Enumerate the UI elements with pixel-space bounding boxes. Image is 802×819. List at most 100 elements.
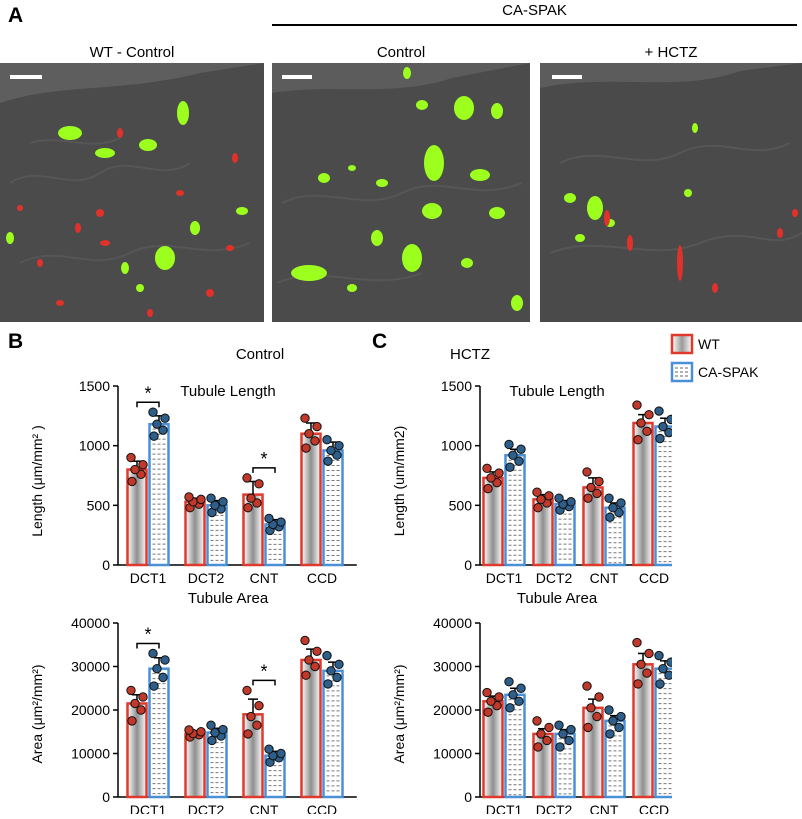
legend-item-ca-spak: CA-SPAK <box>670 361 759 383</box>
point-ca-spak-dct1-1 <box>514 696 524 707</box>
point-ca-spak-ccd-4 <box>654 406 664 416</box>
point-wt-cnt-2 <box>586 703 596 713</box>
point-ca-spak-ccd-2 <box>326 666 336 676</box>
panel-a-label: A <box>8 4 24 27</box>
point-ca-spak-ccd-3 <box>666 657 676 667</box>
significance-star: * <box>260 449 267 469</box>
point-ca-spak-dct1-3 <box>516 444 526 454</box>
point-wt-cnt-1 <box>252 720 262 730</box>
point-ca-spak-dct1-0 <box>149 681 159 691</box>
chart-c-area-svg: Tubule Area Area (μm²/mm²) 0 10000 20000 3000… <box>391 590 684 818</box>
y-tick-label-0: 0 <box>464 789 472 805</box>
point-ca-spak-cnt-4 <box>264 744 274 754</box>
y-tick-label-30000: 30000 <box>433 659 472 675</box>
point-ca-spak-ccd-0 <box>655 433 665 444</box>
point-ca-spak-ccd-4 <box>654 650 664 661</box>
point-wt-dct2-4 <box>532 716 542 726</box>
point-wt-ccd-3 <box>312 646 322 656</box>
scale-bar <box>552 75 582 79</box>
point-wt-ccd-0 <box>633 679 643 689</box>
point-wt-dct2-3 <box>544 491 554 501</box>
point-ca-spak-dct1-1 <box>158 672 168 683</box>
point-wt-dct1-0 <box>483 707 493 717</box>
y-axis-label: Length (um/mm2) <box>391 426 407 536</box>
point-ca-spak-dct1-4 <box>148 407 158 417</box>
point-ca-spak-dct1-4 <box>504 439 514 450</box>
point-wt-cnt-4 <box>242 685 252 696</box>
bar-hatch-ca-spak-dct1 <box>508 459 522 561</box>
point-wt-cnt-2 <box>586 482 596 493</box>
scale-bar <box>10 75 42 79</box>
point-wt-dct1-2 <box>486 473 496 483</box>
panel-b-label: B <box>8 330 24 353</box>
x-tick-label-dct2: DCT2 <box>536 802 573 814</box>
point-wt-dct2-4 <box>184 492 194 502</box>
bar-wt-ccd <box>632 421 654 567</box>
y-tick-label-1000: 1000 <box>441 438 472 454</box>
point-ca-spak-cnt-1 <box>614 507 624 518</box>
point-wt-ccd-2 <box>304 655 314 665</box>
point-ca-spak-dct1-2 <box>508 450 518 460</box>
point-ca-spak-dct2-3 <box>218 497 228 507</box>
point-ca-spak-dct1-3 <box>160 413 170 423</box>
point-wt-ccd-4 <box>632 400 642 410</box>
legend: WT CA-SPAK <box>670 333 800 389</box>
point-ca-spak-ccd-1 <box>332 450 342 460</box>
point-wt-dct1-2 <box>486 696 496 707</box>
significance-bracket <box>136 401 160 408</box>
point-ca-spak-dct2-4 <box>554 720 564 730</box>
legend-swatch-wt <box>670 333 694 355</box>
capsule-region <box>272 63 530 93</box>
point-wt-dct1-3 <box>138 460 148 470</box>
green-tubules <box>6 101 248 292</box>
red-tubules <box>17 128 238 317</box>
red-tubules <box>604 209 798 293</box>
legend-swatch-ca-spak-hatch <box>675 367 689 377</box>
point-ca-spak-cnt-2 <box>608 503 618 513</box>
point-ca-spak-cnt-3 <box>276 748 286 759</box>
point-ca-spak-dct1-2 <box>152 419 162 429</box>
point-ca-spak-dct2-2 <box>210 727 220 738</box>
point-wt-dct1-2 <box>130 464 140 475</box>
point-wt-dct1-3 <box>138 692 148 702</box>
image-title-spak-control: Control <box>376 44 426 61</box>
point-wt-cnt-4 <box>582 467 592 477</box>
point-wt-cnt-3 <box>594 476 604 487</box>
point-ca-spak-cnt-4 <box>264 513 274 524</box>
point-wt-dct1-4 <box>126 452 136 463</box>
point-ca-spak-ccd-2 <box>658 663 668 674</box>
y-tick-label-20000: 20000 <box>433 702 472 718</box>
y-tick-label-500: 500 <box>449 497 473 513</box>
point-ca-spak-ccd-0 <box>323 679 333 689</box>
point-wt-ccd-3 <box>644 648 654 659</box>
y-tick-label-0: 0 <box>102 557 110 573</box>
point-wt-ccd-1 <box>642 426 652 437</box>
point-wt-ccd-3 <box>312 421 322 432</box>
legend-svg: WT CA-SPAK <box>670 333 759 383</box>
x-tick-label-dct2: DCT2 <box>188 570 225 584</box>
chart-b-length: Tubule Length Length (μm/mm² ) 0 500 1000 150… <box>0 366 372 586</box>
point-ca-spak-dct2-1 <box>564 735 574 746</box>
point-ca-spak-ccd-1 <box>332 672 342 683</box>
micrograph-spak-hctz-svg <box>540 63 802 322</box>
point-wt-cnt-0 <box>243 503 253 513</box>
point-wt-cnt-1 <box>592 488 602 499</box>
point-wt-cnt-3 <box>254 700 264 711</box>
y-tick-label-10000: 10000 <box>433 746 472 762</box>
significance-star: * <box>260 661 267 681</box>
point-ca-spak-dct2-3 <box>218 724 228 735</box>
point-ca-spak-cnt-0 <box>605 512 615 522</box>
x-tick-label-dct2: DCT2 <box>188 802 225 814</box>
point-wt-dct2-4 <box>184 725 194 735</box>
point-ca-spak-dct1-4 <box>504 677 514 687</box>
point-ca-spak-ccd-3 <box>334 659 344 670</box>
point-wt-ccd-2 <box>304 429 314 439</box>
bar-ca-spak-ccd <box>322 669 344 799</box>
x-tick-label-cnt: CNT <box>250 570 279 584</box>
tissue-background <box>0 63 264 322</box>
point-ca-spak-cnt-4 <box>604 493 614 503</box>
panel-c-label: C <box>372 330 388 353</box>
scale-bar <box>282 75 312 79</box>
point-wt-ccd-1 <box>310 436 320 446</box>
x-tick-label-cnt: CNT <box>590 802 619 814</box>
